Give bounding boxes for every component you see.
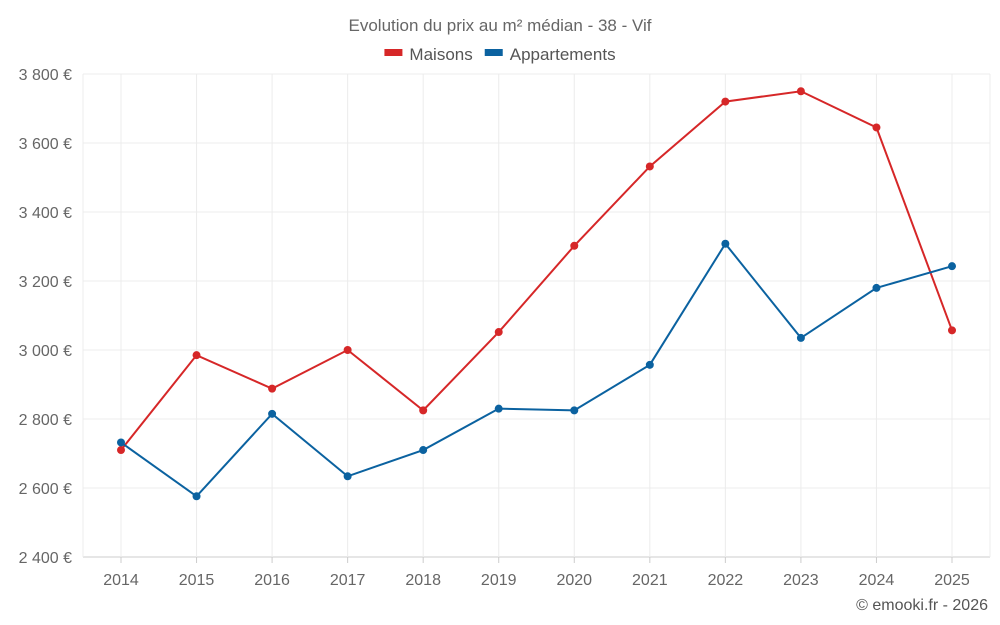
data-point-appartements: [419, 446, 428, 455]
footer-credit: © emooki.fr - 2026: [856, 597, 988, 614]
legend-swatch-maisons: [384, 49, 403, 56]
data-point-maisons: [721, 97, 730, 106]
data-point-maisons: [494, 328, 503, 337]
y-tick-label: 3 400 €: [19, 205, 72, 222]
x-tick-label: 2023: [783, 572, 819, 589]
data-point-appartements: [117, 438, 125, 447]
y-tick-label: 3 200 €: [19, 274, 72, 291]
data-point-maisons: [192, 351, 201, 360]
data-point-appartements: [268, 409, 277, 418]
y-tick-label: 2 600 €: [19, 481, 72, 498]
grid: [82, 73, 991, 563]
data-point-appartements: [948, 262, 956, 271]
data-point-appartements: [192, 492, 201, 501]
data-point-maisons: [948, 326, 956, 335]
x-tick-label: 2017: [330, 572, 366, 589]
data-point-appartements: [721, 239, 730, 248]
data-point-maisons: [796, 87, 805, 96]
data-point-maisons: [343, 346, 352, 354]
data-point-maisons: [117, 446, 125, 455]
series-group: [117, 87, 956, 501]
x-tick-label: 2019: [481, 572, 517, 589]
legend-label-appartements: Appartements: [510, 45, 616, 64]
data-point-maisons: [645, 162, 654, 171]
x-tick-label: 2022: [708, 572, 744, 589]
x-tick-label: 2025: [934, 572, 970, 589]
x-axis-ticks: 2014 2015 2016 2017 2018 2019 2020 2021 2022 2023…: [103, 572, 970, 589]
x-tick-label: 2020: [556, 572, 592, 589]
x-tick-label: 2014: [103, 572, 139, 589]
data-point-appartements: [796, 333, 805, 342]
data-point-maisons: [872, 123, 881, 132]
data-point-maisons: [570, 241, 579, 250]
legend-swatch-appartements: [484, 49, 503, 56]
y-tick-label: 3 000 €: [19, 343, 72, 360]
series-line-appartements: [120, 242, 953, 498]
data-point-maisons: [419, 406, 428, 415]
legend: Maisons Appartements: [384, 45, 616, 64]
data-point-appartements: [872, 283, 881, 292]
series-line-maisons: [120, 90, 953, 451]
data-point-maisons: [268, 384, 277, 393]
x-tick-label: 2015: [179, 572, 215, 589]
data-point-appartements: [494, 404, 503, 413]
y-tick-label: 3 600 €: [19, 136, 72, 153]
x-tick-label: 2021: [632, 572, 668, 589]
legend-label-maisons: Maisons: [409, 45, 472, 64]
data-point-appartements: [570, 406, 579, 415]
y-tick-label: 2 800 €: [19, 412, 72, 429]
y-tick-label: 3 800 €: [19, 67, 72, 84]
y-axis-ticks: 2 400 € 2 600 € 2 800 € 3 000 € 3 200 € 3 400…: [19, 67, 72, 567]
x-tick-label: 2016: [254, 572, 290, 589]
x-tick-label: 2018: [405, 572, 441, 589]
y-tick-label: 2 400 €: [19, 550, 72, 567]
data-point-appartements: [645, 360, 654, 369]
chart-title: Evolution du prix au m² médian - 38 - Vi…: [349, 16, 652, 35]
data-point-appartements: [343, 472, 352, 481]
x-tick-label: 2024: [859, 572, 895, 589]
